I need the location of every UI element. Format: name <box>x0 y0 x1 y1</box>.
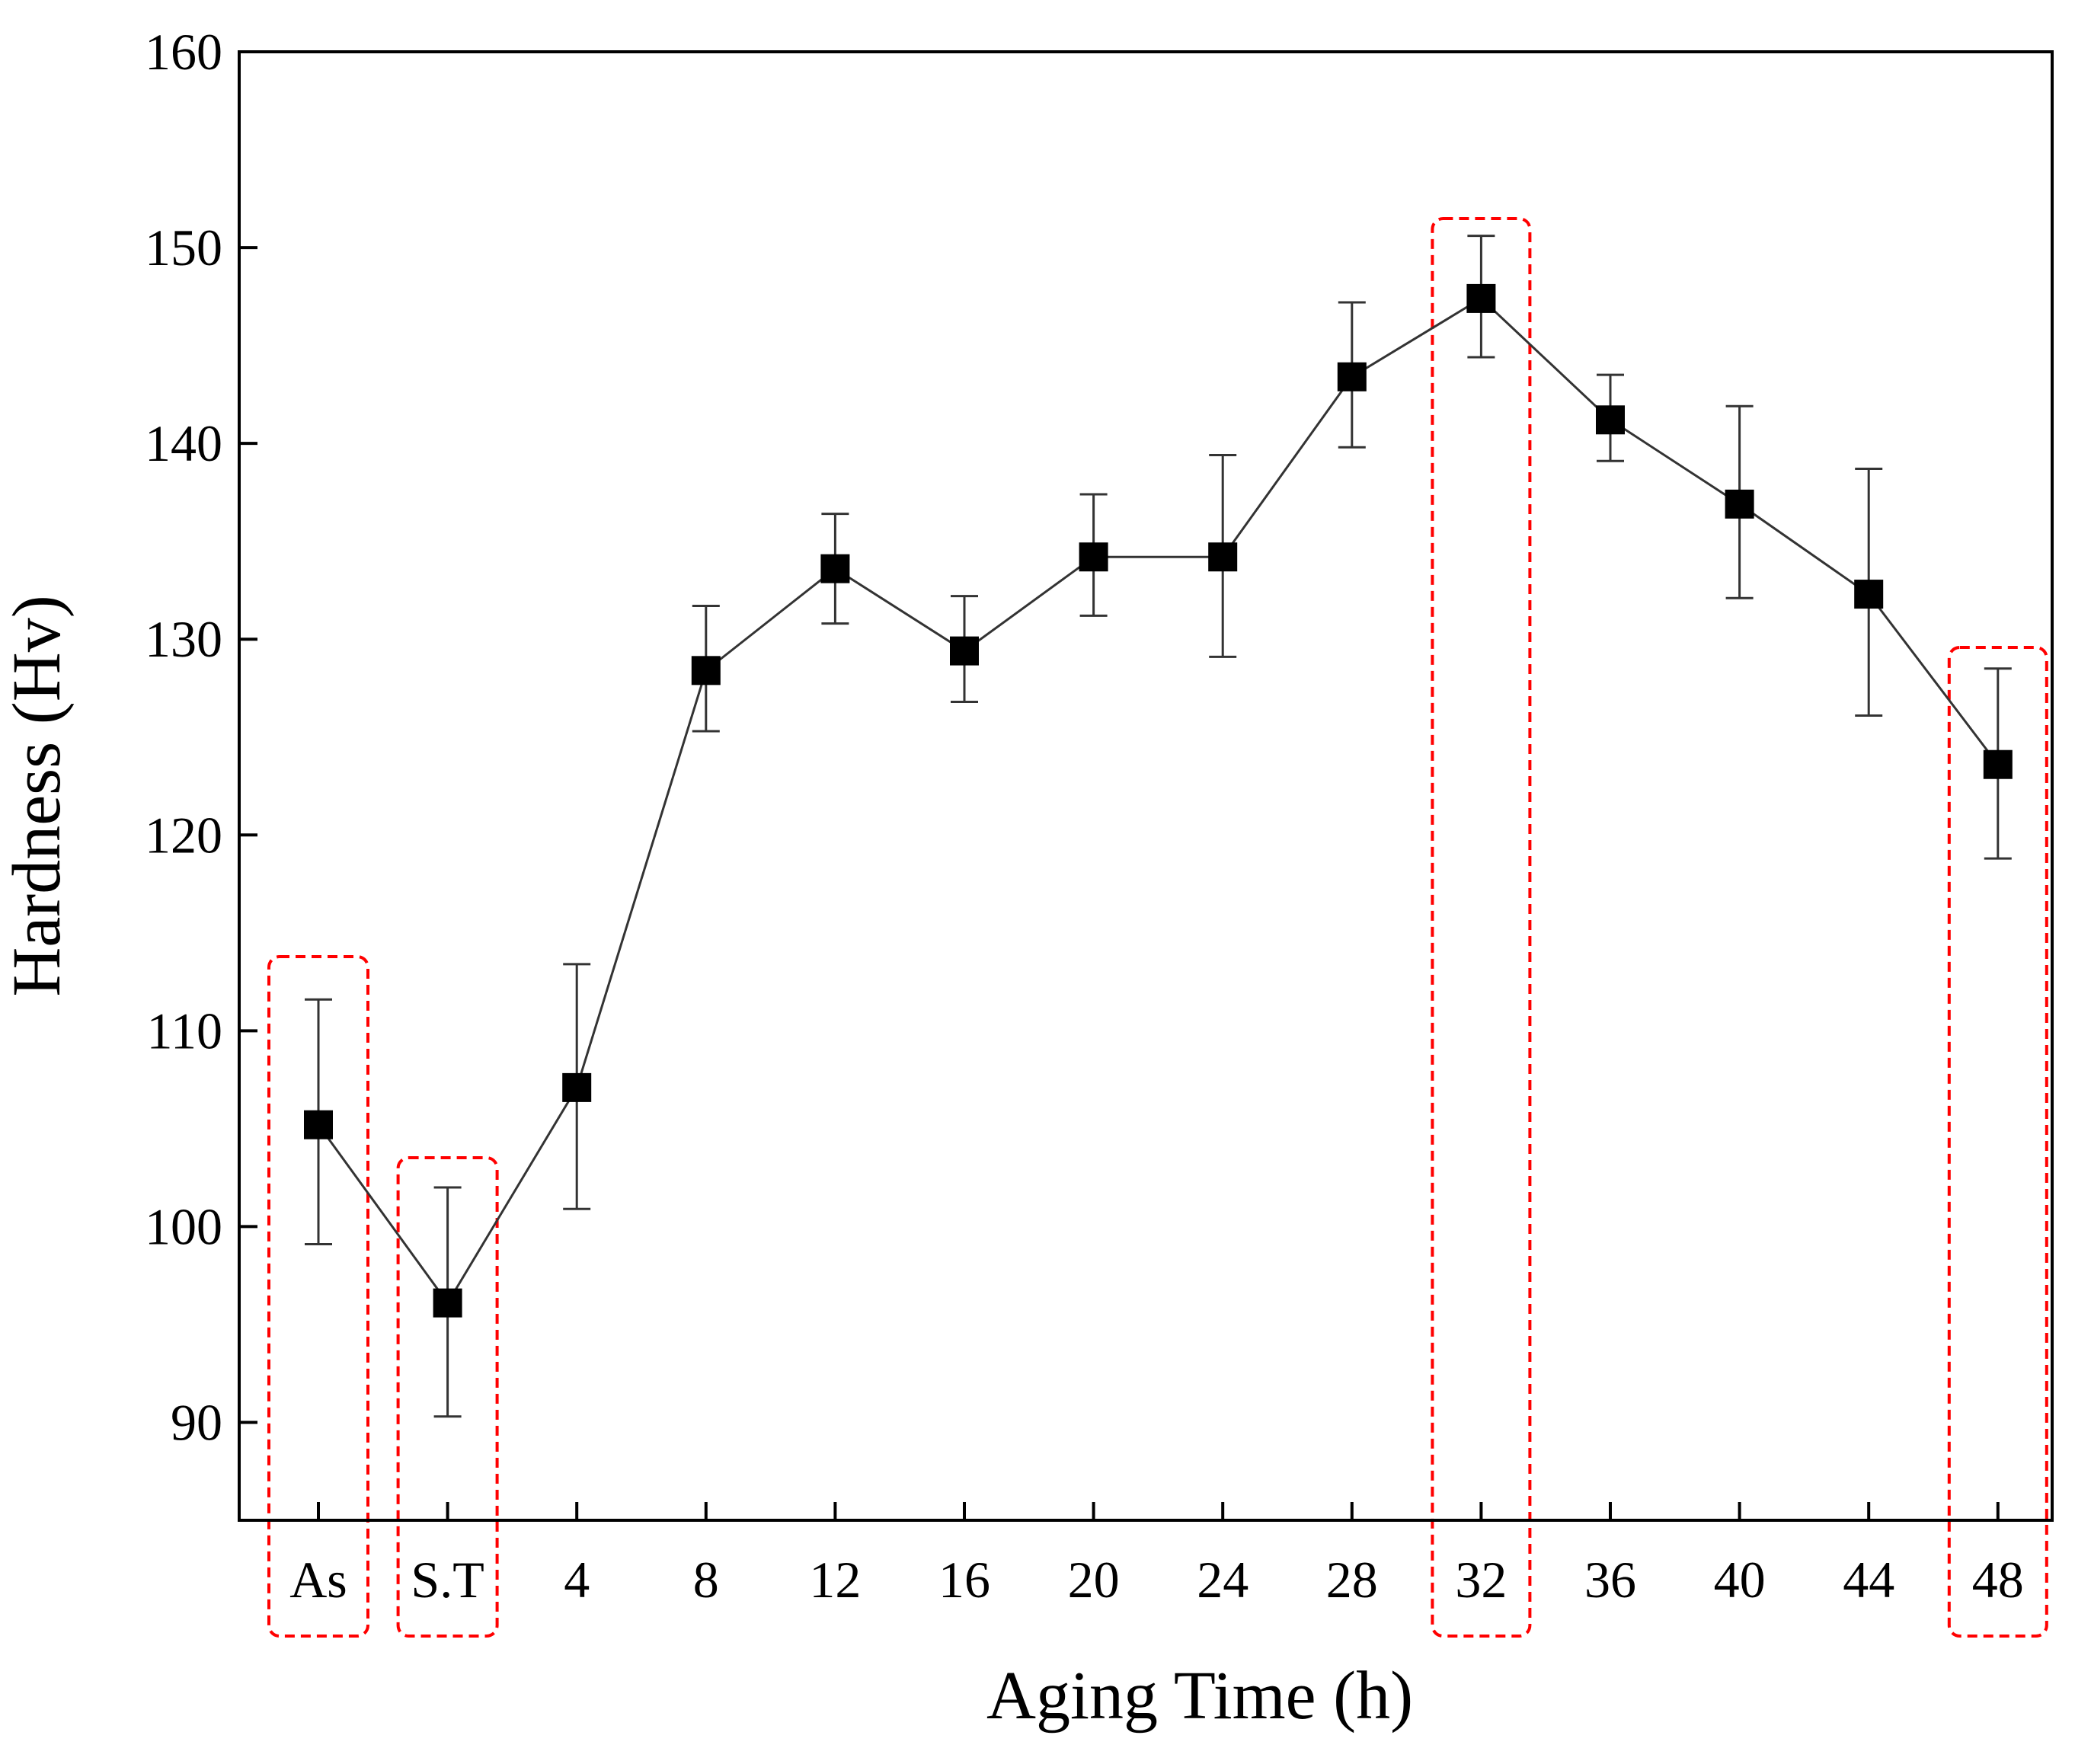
data-series <box>304 235 2013 1418</box>
data-point <box>1983 749 2013 779</box>
x-tick-label: 8 <box>693 1551 719 1609</box>
data-point <box>820 554 850 583</box>
x-tick-label: 16 <box>938 1551 990 1609</box>
y-tick-label: 120 <box>145 806 222 864</box>
data-point <box>1466 283 1496 313</box>
highlight-boxes <box>267 217 2048 1638</box>
x-axis-title: Aging Time (h) <box>986 1658 1413 1734</box>
x-tick-label: 48 <box>1972 1551 2024 1609</box>
x-tick-label: 44 <box>1843 1551 1894 1609</box>
x-tick-label: 36 <box>1584 1551 1636 1609</box>
data-point <box>1725 489 1754 519</box>
data-point <box>1208 542 1238 572</box>
y-tick-label: 130 <box>145 610 222 668</box>
data-point <box>1854 580 1884 609</box>
x-tick-label: 20 <box>1068 1551 1120 1609</box>
data-point <box>950 636 979 666</box>
plot-frame <box>238 50 2054 1522</box>
data-point <box>562 1072 592 1102</box>
x-tick-label: 12 <box>809 1551 861 1609</box>
x-tick-label: 32 <box>1455 1551 1507 1609</box>
data-point <box>433 1288 462 1318</box>
highlight-box-as <box>267 955 369 1638</box>
x-tick-label: 28 <box>1326 1551 1378 1609</box>
highlight-box-st <box>396 1156 499 1638</box>
y-tick-label: 160 <box>145 23 222 81</box>
x-tick-label: 4 <box>564 1551 590 1609</box>
y-tick-label: 90 <box>171 1393 222 1451</box>
data-point <box>1596 405 1625 435</box>
y-tick-label: 140 <box>145 414 222 472</box>
data-point <box>691 656 721 685</box>
highlight-box-48 <box>1947 646 2048 1638</box>
x-tick-label: S.T <box>411 1551 484 1609</box>
x-tick-label: 40 <box>1714 1551 1766 1609</box>
data-point <box>1337 362 1367 391</box>
series-line <box>317 297 1999 1305</box>
y-tick-label: 150 <box>145 219 222 276</box>
highlight-box-32 <box>1431 217 1532 1638</box>
y-tick-label: 110 <box>147 1002 222 1059</box>
data-point <box>304 1110 333 1139</box>
y-axis-title: Hardness (Hv) <box>0 595 75 996</box>
y-tick-label: 100 <box>145 1197 222 1255</box>
data-point <box>1079 542 1108 572</box>
x-tick-label: As <box>289 1551 347 1609</box>
x-tick-label: 24 <box>1197 1551 1249 1609</box>
